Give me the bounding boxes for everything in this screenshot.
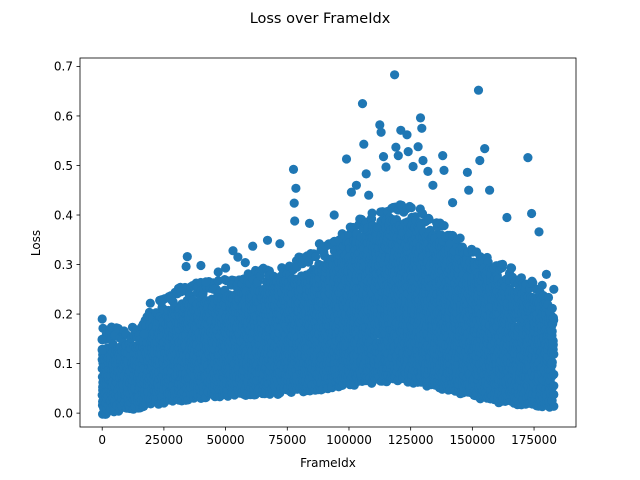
y-tick-label: 0.3 <box>54 258 73 272</box>
outlier-point <box>176 287 186 297</box>
data-point <box>455 233 465 243</box>
outlier-point <box>221 263 231 273</box>
outlier-point <box>423 166 433 176</box>
data-point <box>548 313 559 323</box>
outlier-point <box>262 235 273 245</box>
x-tick-label: 125000 <box>388 433 434 447</box>
outlier-point <box>418 155 428 166</box>
outlier-point <box>97 345 107 355</box>
outlier-point <box>290 216 300 226</box>
outlier-point <box>390 70 400 80</box>
outlier-point <box>201 277 211 287</box>
outlier-point <box>408 161 418 172</box>
outlier-point <box>393 151 403 161</box>
outlier-point <box>541 269 552 279</box>
outlier-point <box>145 298 155 308</box>
y-tick-label: 0.5 <box>54 159 73 173</box>
outlier-point <box>475 155 485 166</box>
outlier-point <box>402 130 412 140</box>
outlier-point <box>378 152 389 162</box>
x-tick-label: 0 <box>98 433 106 447</box>
data-point <box>537 280 547 290</box>
outlier-point <box>473 85 484 95</box>
chart-title: Loss over FrameIdx <box>250 11 391 27</box>
outlier-point <box>314 239 324 249</box>
outlier-point <box>97 335 107 345</box>
y-tick-label: 0.7 <box>54 60 73 74</box>
y-tick-label: 0.1 <box>54 357 73 371</box>
outlier-point <box>275 239 285 249</box>
y-tick-label: 0.6 <box>54 109 73 123</box>
outlier-point <box>329 210 339 220</box>
outlier-point <box>448 198 458 208</box>
outlier-point <box>417 123 427 133</box>
outlier-point <box>462 167 472 177</box>
outlier-point <box>240 258 250 268</box>
outlier-point <box>361 169 371 179</box>
data-point <box>367 208 377 218</box>
x-tick-label: 100000 <box>326 433 372 447</box>
outlier-point <box>438 151 448 161</box>
outlier-point <box>502 212 512 223</box>
outlier-point <box>359 139 369 149</box>
scatter-points <box>97 70 559 419</box>
data-point <box>547 357 557 367</box>
x-tick-label: 75000 <box>268 433 306 447</box>
outlier-point <box>304 218 315 228</box>
outlier-point <box>233 252 243 262</box>
outlier-point <box>357 99 368 109</box>
outlier-point <box>391 142 401 152</box>
outlier-point <box>166 293 176 303</box>
outlier-point <box>139 329 149 339</box>
outlier-point <box>248 241 258 251</box>
outlier-point <box>156 297 166 307</box>
outlier-point <box>523 153 533 163</box>
y-tick-label: 0.4 <box>54 208 73 222</box>
outlier-point <box>376 127 386 137</box>
x-tick-label: 150000 <box>449 433 495 447</box>
outlier-point <box>181 261 191 272</box>
outlier-point <box>182 252 192 262</box>
y-tick-label: 0.2 <box>54 307 73 321</box>
outlier-point <box>534 227 544 237</box>
outlier-point <box>381 162 391 172</box>
outlier-point <box>428 180 438 190</box>
outlier-point <box>97 314 107 324</box>
data-point <box>549 369 559 379</box>
outlier-point <box>415 113 426 123</box>
y-axis-label: Loss <box>29 230 43 256</box>
outlier-point <box>480 144 490 154</box>
outlier-point <box>289 198 299 208</box>
x-tick-label: 50000 <box>206 433 244 447</box>
y-tick-label: 0.0 <box>54 406 73 420</box>
outlier-point <box>351 180 361 190</box>
x-axis-label: FrameIdx <box>300 456 356 470</box>
outlier-point <box>341 154 352 164</box>
data-point <box>406 203 416 213</box>
data-point <box>439 221 449 231</box>
outlier-point <box>288 164 299 174</box>
outlier-point <box>527 208 537 219</box>
data-point <box>498 259 508 269</box>
data-point <box>547 303 557 313</box>
data-point <box>506 263 517 273</box>
outlier-point <box>413 142 423 152</box>
outlier-point <box>364 190 374 200</box>
x-tick-label: 175000 <box>511 433 557 447</box>
outlier-point <box>291 183 301 193</box>
x-tick-label: 25000 <box>145 433 183 447</box>
data-point <box>311 252 321 262</box>
outlier-point <box>403 147 413 157</box>
outlier-point <box>196 260 206 271</box>
outlier-point <box>485 185 495 195</box>
outlier-point <box>549 284 559 294</box>
outlier-point <box>464 185 474 195</box>
outlier-point <box>439 165 449 175</box>
data-point <box>549 381 559 391</box>
